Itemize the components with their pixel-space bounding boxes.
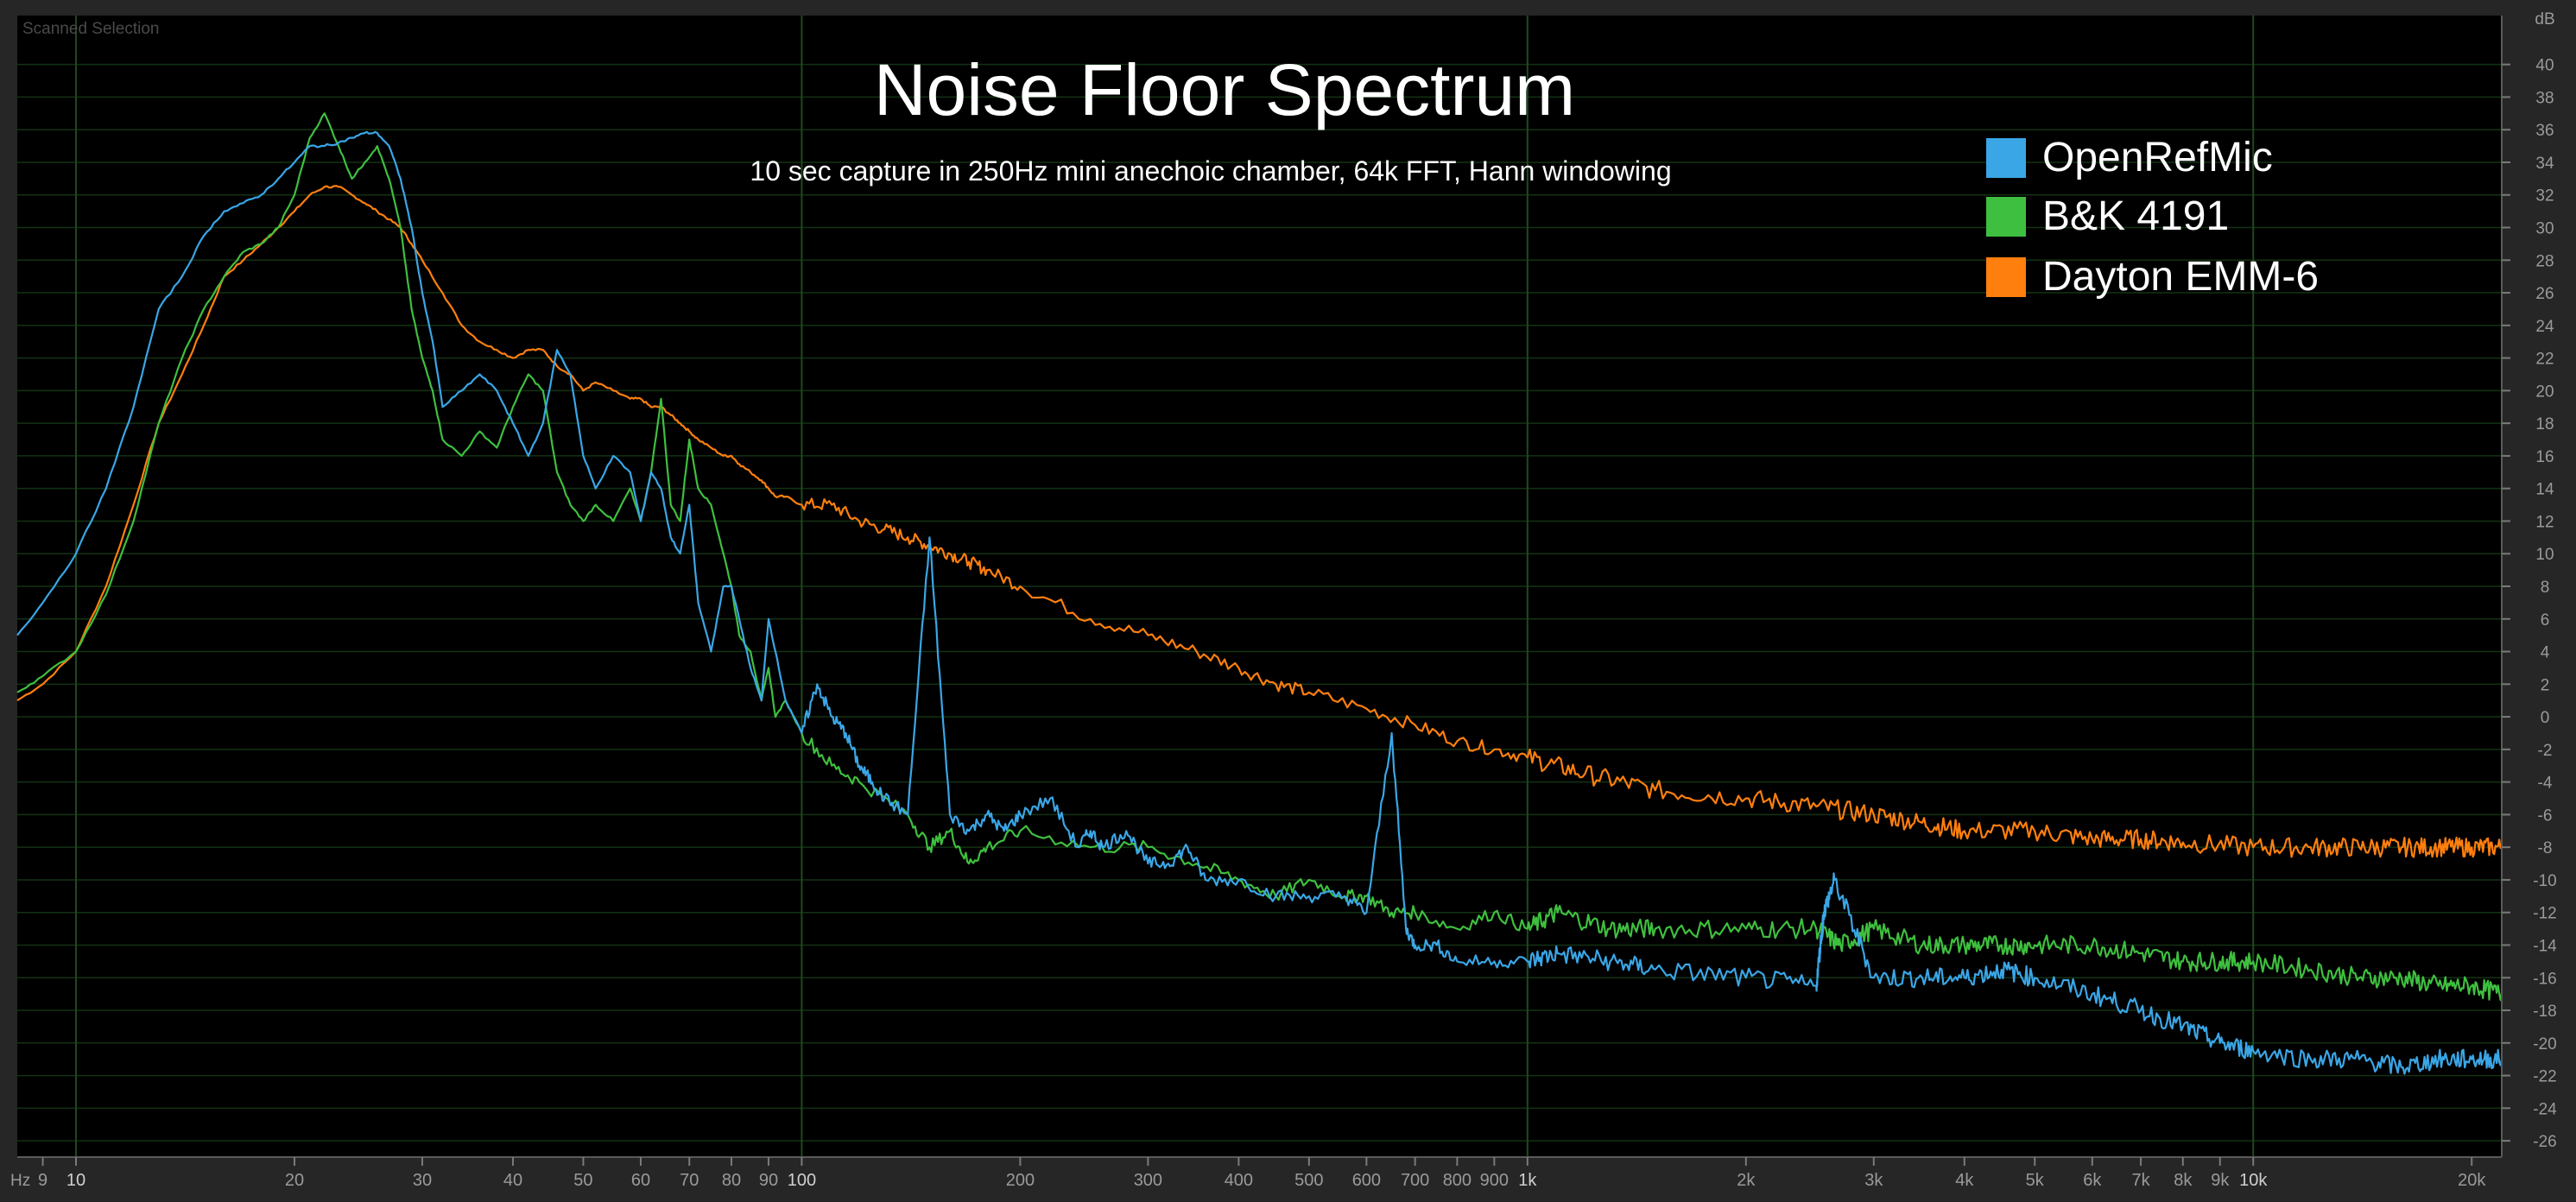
y-tick-label: 34 xyxy=(2535,155,2554,173)
y-tick-label: 28 xyxy=(2535,252,2554,270)
legend-swatch xyxy=(1986,138,2026,178)
y-tick-label: -12 xyxy=(2533,905,2556,923)
y-tick-label: 12 xyxy=(2535,513,2554,531)
x-tick-label: 4k xyxy=(1955,1171,1974,1190)
y-tick-label: 36 xyxy=(2535,122,2554,140)
x-tick-label: 3k xyxy=(1864,1171,1883,1190)
x-tick-label: 300 xyxy=(1134,1171,1162,1190)
x-tick-label: 9k xyxy=(2211,1171,2230,1190)
x-tick-label: 7k xyxy=(2131,1171,2150,1190)
y-tick-label: -8 xyxy=(2538,839,2553,857)
x-tick-label: 80 xyxy=(722,1171,741,1190)
y-tick-label: 18 xyxy=(2535,415,2554,433)
y-tick-label: 8 xyxy=(2541,579,2550,597)
y-tick-label: 16 xyxy=(2535,448,2554,466)
legend-label: OpenRefMic xyxy=(2042,135,2273,180)
x-tick-label: 200 xyxy=(1006,1171,1035,1190)
y-tick-label: 4 xyxy=(2541,644,2550,662)
y-tick-label: -20 xyxy=(2533,1035,2556,1053)
y-tick-label: -4 xyxy=(2538,775,2553,793)
legend-label: Dayton EMM-6 xyxy=(2042,254,2319,300)
x-tick-label: 1k xyxy=(1518,1171,1537,1190)
legend-swatch xyxy=(1986,257,2026,297)
y-tick-label: -16 xyxy=(2533,970,2556,988)
y-tick-label: 24 xyxy=(2535,318,2554,336)
x-tick-label: 60 xyxy=(631,1171,650,1190)
y-tick-label: -18 xyxy=(2533,1003,2556,1021)
y-tick-label: 6 xyxy=(2541,611,2550,629)
x-tick-label: 700 xyxy=(1401,1171,1429,1190)
y-tick-label: -2 xyxy=(2538,742,2553,760)
y-tick-label: 30 xyxy=(2535,220,2554,238)
chart-subtitle: 10 sec capture in 250Hz mini anechoic ch… xyxy=(750,155,1671,187)
x-tick-label: 5k xyxy=(2026,1171,2045,1190)
y-tick-label: 22 xyxy=(2535,351,2554,369)
x-tick-label: 400 xyxy=(1225,1171,1253,1190)
x-tick-label: 800 xyxy=(1443,1171,1472,1190)
x-axis-unit-label: Hz xyxy=(10,1172,30,1190)
y-tick-label: -10 xyxy=(2533,872,2556,890)
x-tick-label: 20k xyxy=(2458,1171,2486,1190)
y-tick-label: 20 xyxy=(2535,383,2554,401)
x-tick-label: 70 xyxy=(680,1171,699,1190)
selection-label: Scanned Selection xyxy=(22,20,159,38)
x-tick-label: 40 xyxy=(503,1171,522,1190)
y-axis-unit-label: dB xyxy=(2535,10,2554,28)
x-tick-label: 10k xyxy=(2239,1171,2268,1190)
y-tick-label: 32 xyxy=(2535,187,2554,206)
y-tick-label: 10 xyxy=(2535,546,2554,564)
legend-item-bk4191: B&K 4191 xyxy=(1986,193,2229,239)
x-tick-label: 900 xyxy=(1480,1171,1509,1190)
y-tick-label: 0 xyxy=(2541,709,2550,727)
x-tick-label: 30 xyxy=(413,1171,432,1190)
y-tick-label: 2 xyxy=(2541,676,2550,694)
x-tick-label: 6k xyxy=(2083,1171,2102,1190)
x-tick-label: 2k xyxy=(1737,1171,1756,1190)
x-tick-label: 20 xyxy=(285,1171,304,1190)
y-tick-label: 14 xyxy=(2535,481,2554,499)
chart-title: Noise Floor Spectrum xyxy=(874,49,1575,130)
y-tick-label: -6 xyxy=(2538,807,2553,825)
x-tick-label: 100 xyxy=(788,1171,816,1190)
x-tick-label: 10 xyxy=(66,1171,85,1190)
y-tick-label: 40 xyxy=(2535,57,2554,75)
legend-label: B&K 4191 xyxy=(2042,193,2229,239)
y-tick-label: 26 xyxy=(2535,285,2554,303)
x-tick-label: 600 xyxy=(1352,1171,1381,1190)
y-tick-label: 38 xyxy=(2535,89,2554,107)
x-tick-label: 500 xyxy=(1294,1171,1323,1190)
y-tick-label: -22 xyxy=(2533,1068,2556,1086)
x-tick-label: 8k xyxy=(2174,1171,2193,1190)
y-tick-label: -26 xyxy=(2533,1133,2556,1151)
y-tick-label: -14 xyxy=(2533,937,2557,955)
x-tick-label: 90 xyxy=(759,1171,778,1190)
x-tick-label: 9 xyxy=(38,1171,47,1190)
legend-swatch xyxy=(1986,197,2026,237)
x-tick-label: 50 xyxy=(573,1171,592,1190)
y-tick-label: -24 xyxy=(2533,1100,2557,1118)
